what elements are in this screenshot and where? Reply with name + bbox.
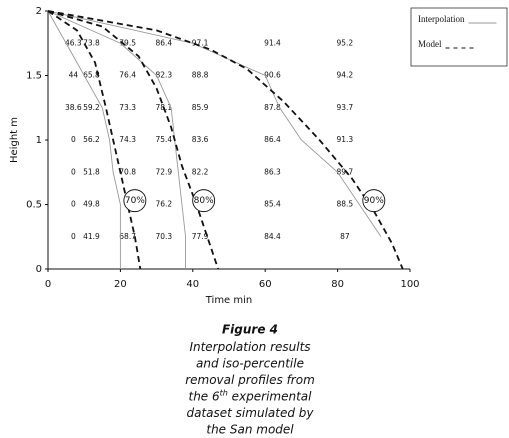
cell-label: 95.2: [336, 38, 353, 47]
cell-label: 68.7: [119, 232, 136, 241]
legend-label: Model: [418, 39, 442, 49]
cell-label: 65.8: [83, 71, 100, 80]
cell-label: 86.4: [155, 38, 172, 47]
cell-label: 41.9: [83, 232, 100, 241]
cell-label: 70.3: [155, 232, 172, 241]
caption-line: the 6th experimental: [188, 388, 312, 403]
legend-box: [410, 7, 508, 67]
y-tick-label: 1: [36, 135, 42, 146]
cell-label: 93.7: [336, 103, 353, 112]
cell-label: 44: [69, 71, 79, 80]
caption-text: th: [220, 388, 228, 397]
cell-label: 74.3: [119, 135, 136, 144]
caption-text: removal profiles from: [185, 373, 315, 387]
x-tick-label: 0: [45, 279, 51, 290]
cell-label: 46.3: [65, 38, 82, 47]
cell-label: 56.2: [83, 135, 100, 144]
cell-label: 94.2: [336, 71, 353, 80]
cell-label: 87: [340, 232, 350, 241]
caption-title: Figure 4: [222, 323, 278, 337]
cell-label: 59.2: [83, 103, 100, 112]
cell-label: 0: [71, 232, 76, 241]
y-axis-label: Height m: [9, 117, 20, 163]
cell-label: 91.4: [264, 38, 281, 47]
x-tick-label: 40: [186, 279, 199, 290]
model-curve: [47, 10, 219, 270]
cell-label: 79.5: [119, 38, 136, 47]
cell-label: 97.1: [192, 38, 209, 47]
y-tick-label: 0: [36, 264, 42, 275]
caption-text: experimental: [228, 389, 312, 403]
cell-label: 82.3: [155, 71, 172, 80]
x-tick-label: 20: [114, 279, 127, 290]
cell-label: 86.3: [264, 167, 281, 176]
annotation: 90%: [364, 196, 384, 206]
model-curve: [47, 10, 404, 270]
cell-label: 0: [71, 200, 76, 209]
y-tick-label: 1.5: [26, 71, 42, 82]
cell-label: 70.8: [119, 167, 136, 176]
cell-label: 73.3: [119, 103, 136, 112]
caption-line: and iso-percentile: [196, 356, 304, 370]
cell-label: 84.4: [264, 232, 281, 241]
annotation-circle: [123, 189, 147, 213]
cell-label: 88.8: [192, 71, 209, 80]
cell-label: 82.2: [192, 167, 209, 176]
cell-label: 38.6: [65, 103, 82, 112]
cell-label: 49.8: [83, 200, 100, 209]
annotation: 70%: [125, 196, 145, 206]
caption-text: the San model: [206, 422, 294, 436]
annotation-circle: [362, 189, 386, 213]
caption-text: dataset simulated by: [187, 406, 315, 420]
caption-line: dataset simulated by: [187, 406, 315, 420]
cell-label: 90.6: [264, 71, 281, 80]
cell-label: 77.9: [192, 232, 209, 241]
cell-label: 85.9: [192, 103, 209, 112]
annotation-circle: [192, 189, 216, 213]
interpolation-curve: [47, 10, 121, 269]
model-curve: [47, 10, 142, 270]
cell-label: 75.4: [155, 135, 172, 144]
cell-label: 72.9: [155, 167, 172, 176]
cell-label: 89.7: [336, 167, 353, 176]
caption-line: Interpolation results: [189, 340, 310, 354]
cell-label: 91.3: [336, 135, 353, 144]
x-tick-label: 100: [400, 279, 419, 290]
y-tick-label: 2: [36, 6, 42, 17]
legend-label: Interpolation: [418, 14, 465, 24]
y-tick-label: 0.5: [26, 200, 42, 211]
x-tick-label: 80: [331, 279, 344, 290]
cell-label: 76.4: [119, 71, 136, 80]
interpolation-curve: [47, 10, 187, 269]
caption-text: and iso-percentile: [196, 356, 304, 370]
cell-label: 51.8: [83, 167, 100, 176]
cell-label: 76.2: [155, 200, 172, 209]
cell-label: 88.5: [336, 200, 353, 209]
annotation: 80%: [194, 196, 214, 206]
x-tick-label: 60: [259, 279, 272, 290]
cell-label: 0: [71, 135, 76, 144]
caption-text: the 6: [188, 389, 220, 403]
cell-label: 73.8: [83, 38, 100, 47]
caption-line: removal profiles from: [185, 373, 315, 387]
caption-line: the San model: [206, 422, 294, 436]
cell-label: 87.8: [264, 103, 281, 112]
interpolation-curve: [47, 10, 382, 238]
x-axis-label: Time min: [205, 295, 253, 306]
cell-label: 85.4: [264, 200, 281, 209]
caption-text: Interpolation results: [189, 340, 310, 354]
cell-label: 86.4: [264, 135, 281, 144]
cell-label: 83.6: [192, 135, 209, 144]
cell-label: 0: [71, 167, 76, 176]
